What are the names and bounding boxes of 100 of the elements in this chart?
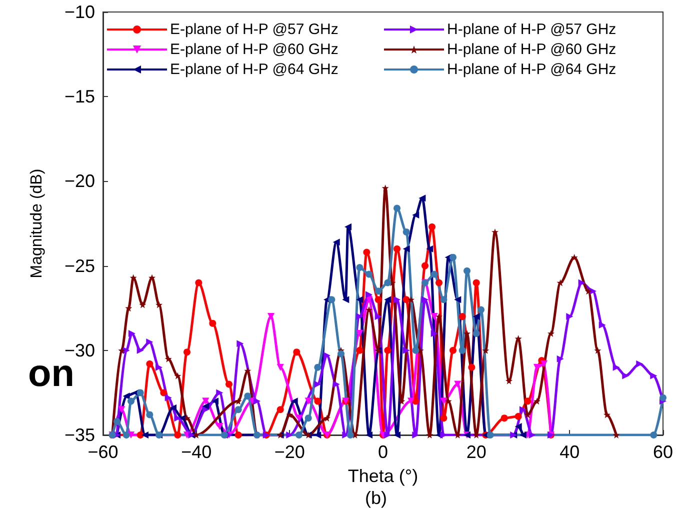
point bbox=[472, 313, 480, 320]
point bbox=[314, 364, 322, 371]
point bbox=[136, 346, 144, 354]
point bbox=[482, 346, 490, 354]
point bbox=[506, 377, 512, 384]
legend-label: E-plane of H-P @64 GHz bbox=[170, 61, 338, 78]
point bbox=[125, 304, 132, 312]
point bbox=[384, 279, 392, 286]
point bbox=[184, 414, 190, 422]
point bbox=[436, 313, 442, 320]
point bbox=[454, 432, 462, 438]
point bbox=[195, 279, 202, 286]
point bbox=[402, 296, 410, 304]
point bbox=[384, 296, 392, 304]
point bbox=[254, 398, 260, 405]
point bbox=[314, 398, 322, 405]
point bbox=[556, 279, 564, 286]
point bbox=[454, 296, 462, 304]
point bbox=[202, 406, 210, 414]
point bbox=[408, 398, 414, 405]
point bbox=[524, 411, 532, 418]
point bbox=[650, 432, 658, 438]
point bbox=[402, 245, 410, 252]
point bbox=[556, 355, 564, 362]
point bbox=[276, 406, 284, 414]
point bbox=[212, 398, 218, 405]
legend-label: H-plane of H-P @64 GHz bbox=[447, 61, 616, 78]
point bbox=[422, 296, 428, 304]
point bbox=[366, 432, 372, 438]
point bbox=[374, 296, 382, 304]
point bbox=[486, 432, 494, 438]
point bbox=[636, 360, 644, 368]
y-tick-label: −10 bbox=[64, 2, 95, 22]
point bbox=[468, 364, 476, 371]
point bbox=[356, 313, 364, 320]
point bbox=[374, 288, 382, 295]
point bbox=[344, 223, 352, 230]
point bbox=[492, 228, 498, 236]
point bbox=[209, 320, 216, 327]
point bbox=[458, 346, 466, 354]
legend-label: H-plane of H-P @57 GHz bbox=[447, 21, 616, 38]
x-tick-label: 20 bbox=[466, 442, 486, 462]
point bbox=[363, 248, 370, 256]
legend-label: E-plane of H-P @57 GHz bbox=[170, 21, 338, 38]
point bbox=[304, 414, 312, 422]
point bbox=[534, 398, 540, 405]
point bbox=[422, 262, 428, 270]
point bbox=[324, 352, 330, 359]
legend-label: H-plane of H-P @60 GHz bbox=[447, 41, 616, 58]
point bbox=[142, 432, 148, 438]
point bbox=[128, 330, 136, 337]
point bbox=[286, 432, 294, 438]
point bbox=[458, 313, 466, 320]
x-tick-label: −20 bbox=[274, 442, 305, 462]
point bbox=[276, 364, 284, 371]
text: (b) bbox=[365, 488, 387, 508]
y-tick-label: −20 bbox=[64, 171, 95, 192]
point bbox=[402, 228, 410, 236]
point bbox=[118, 346, 126, 354]
point bbox=[164, 355, 172, 362]
point bbox=[540, 360, 548, 368]
point bbox=[146, 338, 154, 346]
point bbox=[440, 398, 448, 405]
point bbox=[139, 301, 146, 308]
point bbox=[356, 264, 364, 271]
x-tick-label: −60 bbox=[88, 442, 118, 462]
point bbox=[520, 406, 526, 414]
point bbox=[384, 346, 392, 354]
point bbox=[430, 313, 438, 320]
point bbox=[598, 322, 606, 329]
point bbox=[114, 418, 120, 425]
point bbox=[426, 245, 434, 252]
point bbox=[412, 398, 420, 405]
point bbox=[328, 296, 336, 304]
point bbox=[418, 194, 426, 202]
point bbox=[412, 432, 420, 438]
point bbox=[234, 406, 242, 414]
point bbox=[202, 402, 210, 410]
point bbox=[584, 288, 592, 295]
point bbox=[130, 274, 137, 282]
point bbox=[296, 432, 302, 438]
point bbox=[128, 398, 134, 405]
point bbox=[394, 432, 400, 438]
point bbox=[394, 245, 400, 252]
point bbox=[346, 432, 354, 438]
point bbox=[520, 432, 526, 438]
point bbox=[356, 330, 364, 337]
y-axis-title: Magnitude (dB) bbox=[28, 168, 46, 278]
point bbox=[524, 398, 532, 405]
legend-label: E-plane of H-P @60 GHz bbox=[170, 41, 338, 58]
point bbox=[290, 398, 298, 405]
point bbox=[384, 432, 392, 438]
point bbox=[216, 389, 224, 396]
point bbox=[136, 432, 144, 438]
point bbox=[514, 412, 522, 420]
point bbox=[234, 398, 242, 405]
point bbox=[286, 411, 294, 418]
point bbox=[578, 279, 586, 286]
x-tick-label: 40 bbox=[560, 442, 580, 462]
point bbox=[472, 330, 480, 337]
